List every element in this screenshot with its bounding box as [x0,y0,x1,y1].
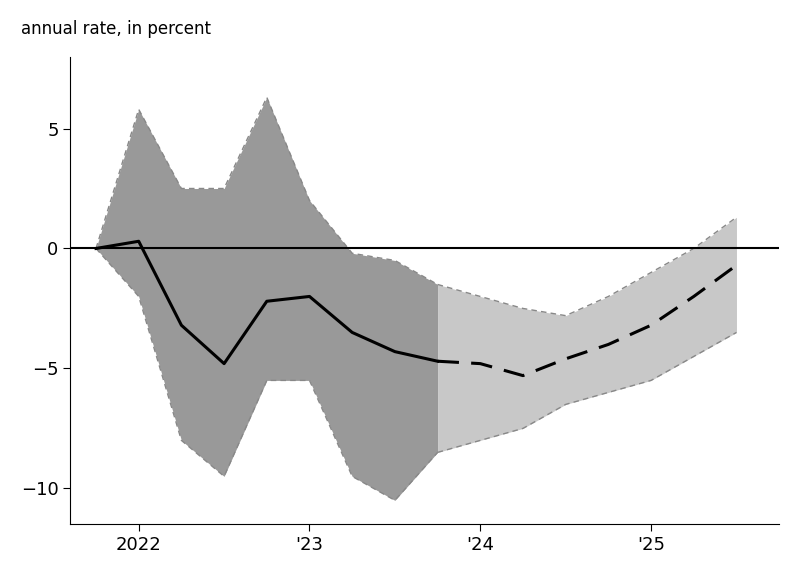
Text: annual rate, in percent: annual rate, in percent [21,20,210,38]
